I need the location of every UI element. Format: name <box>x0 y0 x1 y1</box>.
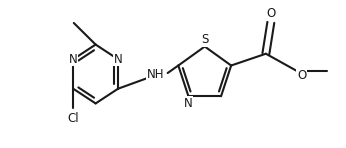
Text: S: S <box>201 33 208 46</box>
Text: O: O <box>266 7 275 20</box>
Text: O: O <box>297 69 306 82</box>
Text: N: N <box>69 53 78 66</box>
Text: N: N <box>184 97 193 110</box>
Text: N: N <box>114 53 122 66</box>
Text: NH: NH <box>147 67 164 81</box>
Text: Cl: Cl <box>67 112 79 125</box>
